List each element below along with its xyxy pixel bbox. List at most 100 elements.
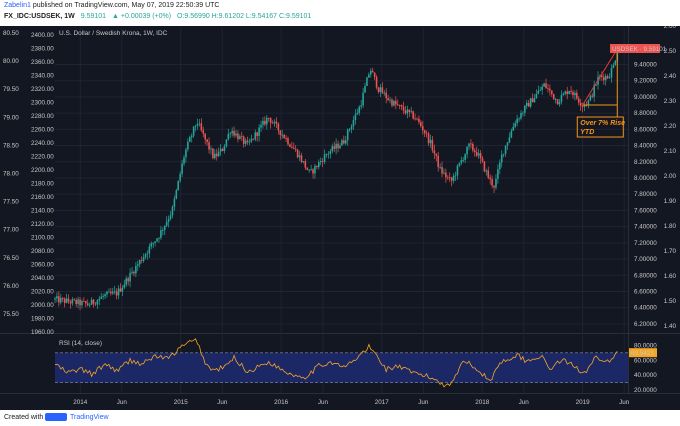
candle (179, 173, 181, 181)
candle (379, 87, 382, 92)
candle (223, 146, 226, 151)
candle (545, 83, 547, 88)
left-axis-label: 79.50 (3, 86, 19, 93)
candle (235, 133, 237, 136)
rsi-title: RSI (14, close) (59, 340, 102, 347)
candle (389, 99, 391, 101)
x-tick-label: Jun (619, 399, 630, 406)
candle (360, 105, 362, 107)
candle (373, 72, 376, 77)
points-axis-label: 2240.00 (31, 140, 54, 147)
candle (237, 133, 239, 140)
candle (173, 198, 176, 207)
candle (439, 167, 441, 168)
candle (537, 90, 540, 94)
points-axis-label: 2380.00 (31, 46, 54, 53)
candle (489, 177, 491, 180)
tradingview-link[interactable]: TradingView (70, 414, 109, 421)
left-axis-label: 76.50 (3, 255, 19, 262)
candle (300, 155, 303, 163)
x-tick-label: Jun (519, 399, 530, 406)
candle (162, 230, 164, 231)
candle (225, 139, 228, 147)
candle (481, 158, 484, 162)
candle (154, 241, 156, 243)
candle (385, 92, 388, 99)
candle (187, 141, 189, 150)
candle (450, 177, 453, 181)
candle (210, 148, 212, 150)
points-axis-label: 2260.00 (31, 127, 54, 134)
candle (156, 238, 158, 242)
candle (524, 105, 526, 113)
candle (158, 237, 160, 239)
x-tick-label: Jun (318, 399, 329, 406)
candle (614, 60, 617, 65)
candle (108, 291, 110, 293)
candle (244, 140, 247, 144)
candle (485, 170, 488, 172)
rsi-band (55, 352, 628, 383)
candle (460, 160, 463, 163)
candle (448, 177, 451, 179)
candle (196, 124, 199, 126)
candle (452, 175, 455, 181)
candle (177, 180, 180, 191)
footer: Created with TradingView (0, 410, 680, 426)
candle (58, 296, 60, 303)
y-tick-label: 6.40000 (634, 305, 657, 312)
candle (169, 215, 172, 219)
left-axis-label: 75.50 (3, 311, 19, 318)
ratio-axis-label: 1.40 (664, 323, 677, 330)
candle (119, 288, 122, 292)
publish-info: published on TradingView.com, May 07, 20… (32, 2, 220, 9)
candle (458, 162, 461, 166)
points-axis-label: 2060.00 (31, 262, 54, 269)
candle (441, 167, 443, 174)
candle (362, 92, 364, 106)
candle (262, 120, 264, 125)
last-price-badge (610, 43, 660, 53)
points-axis-label: 2140.00 (31, 208, 54, 215)
author-link[interactable]: Zabelin1 (4, 2, 31, 9)
left-axis-label: 77.50 (3, 199, 19, 206)
candle (554, 99, 557, 100)
candle (131, 271, 133, 273)
points-axis-label: 2300.00 (31, 100, 54, 107)
candle (602, 77, 605, 81)
ratio-axis-label: 1.60 (664, 273, 677, 280)
candle (146, 253, 149, 255)
left-axis-label: 79.00 (3, 114, 19, 121)
candle (285, 138, 287, 139)
candle (541, 86, 543, 90)
tradingview-logo-icon[interactable] (45, 413, 67, 421)
candle (148, 246, 151, 254)
candle (306, 167, 309, 170)
candle (591, 95, 594, 97)
candle (425, 133, 428, 135)
candle (298, 155, 301, 158)
candle (121, 287, 124, 292)
left-axis-label: 78.00 (3, 171, 19, 178)
chart-canvas[interactable]: 2014 Jun 2015 Jun 2016 Jun 2017 Jun 2018 Jun 2019 J… (0, 26, 680, 410)
candle (535, 93, 538, 99)
candle (335, 143, 337, 149)
candle (581, 105, 584, 107)
candle (606, 76, 609, 79)
candle (92, 299, 95, 304)
points-axis-label: 2180.00 (31, 181, 54, 188)
candle (73, 299, 76, 301)
candle (499, 162, 501, 170)
candle (466, 146, 468, 155)
candle (339, 145, 341, 149)
rsi-tick-label: 80.0000 (634, 342, 657, 349)
candle (429, 139, 432, 144)
candle (252, 138, 255, 140)
candle (163, 225, 166, 231)
candle (391, 99, 393, 106)
candle (487, 170, 490, 178)
candle (100, 296, 103, 299)
candle (242, 136, 245, 144)
candle (294, 148, 297, 150)
candle (368, 74, 370, 78)
